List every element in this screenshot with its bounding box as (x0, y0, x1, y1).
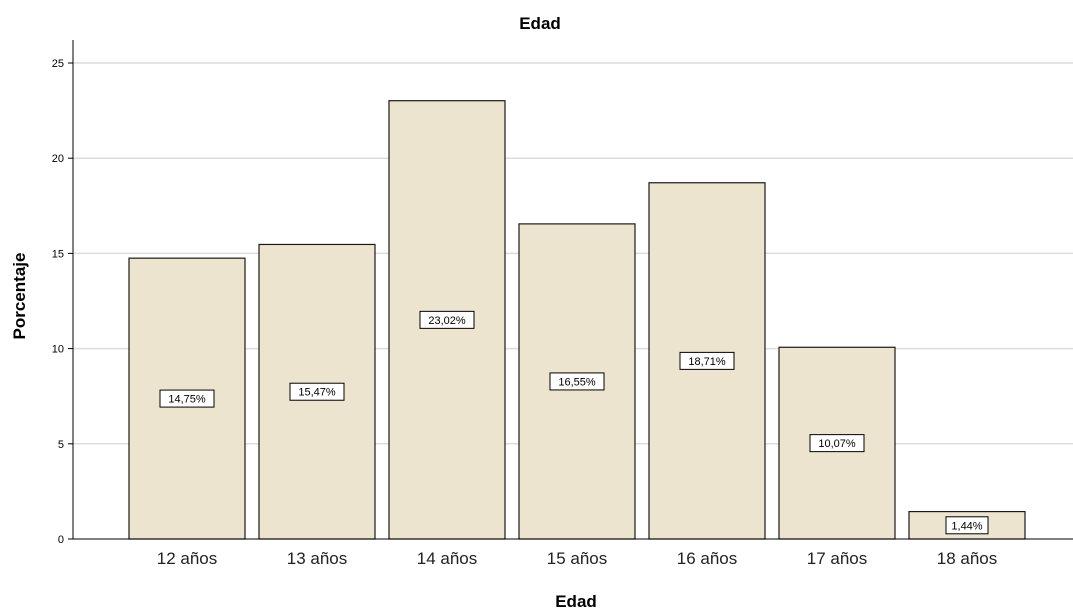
data-label: 10,07% (818, 438, 856, 450)
x-tick-label: 15 años (547, 549, 608, 568)
x-tick-label: 14 años (417, 549, 478, 568)
data-label: 23,02% (428, 315, 466, 327)
data-label: 1,44% (951, 520, 982, 532)
data-label: 16,55% (558, 376, 596, 388)
y-tick-label: 25 (52, 58, 64, 70)
data-label-box (289, 382, 345, 401)
y-tick-label: 10 (52, 344, 64, 356)
y-axis-ticks: 0 5 10 15 20 25 (52, 58, 73, 546)
x-axis-ticks: 12 años 13 años 14 años 15 años 16 años 17 añ… (157, 549, 998, 568)
data-label: 15,47% (298, 387, 336, 399)
y-tick-label: 20 (52, 153, 64, 165)
data-label-box (945, 516, 989, 535)
x-tick-label: 17 años (807, 549, 868, 568)
data-label-box (159, 389, 215, 408)
x-tick-label: 18 años (937, 549, 998, 568)
x-tick-label: 13 años (287, 549, 348, 568)
y-tick-label: 0 (58, 534, 64, 546)
data-label-box (809, 434, 865, 453)
data-label-box (679, 351, 735, 370)
x-tick-label: 16 años (677, 549, 738, 568)
data-label-box (549, 372, 605, 391)
data-label: 14,75% (168, 394, 206, 406)
data-label: 18,71% (688, 356, 726, 368)
bars (128, 100, 1026, 540)
data-labels: 14,75% 15,47% 23,02% 16,55% 18,71% 10,07% 1,44… (159, 310, 989, 535)
y-tick-label: 5 (58, 439, 64, 451)
y-tick-label: 15 (52, 248, 64, 260)
y-axis-title: Porcentaje (10, 253, 29, 340)
data-label-box (419, 310, 475, 329)
x-tick-label: 12 años (157, 549, 218, 568)
x-axis-title: Edad (555, 592, 597, 610)
chart-title: Edad (519, 14, 561, 33)
